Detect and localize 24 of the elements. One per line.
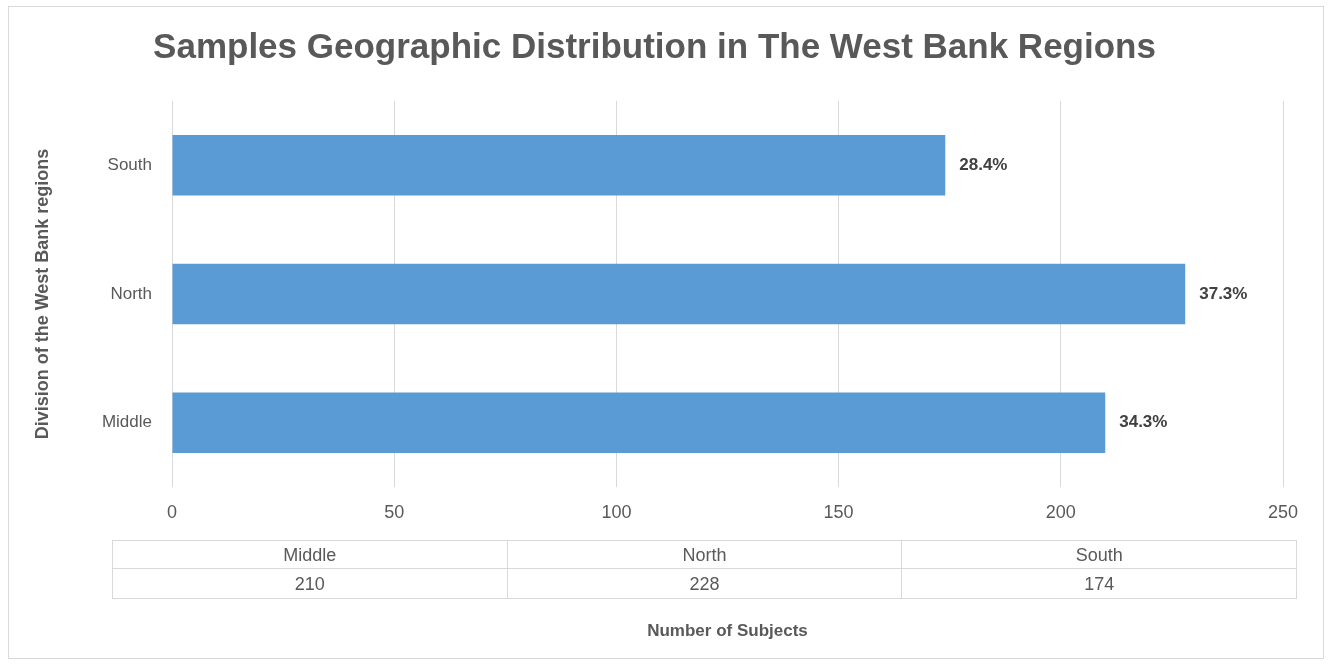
x-tick-label: 200 — [1045, 501, 1076, 522]
category-label: South — [1075, 544, 1123, 565]
data-label: 228 — [689, 573, 720, 594]
y-tick-label: South — [107, 155, 152, 175]
annotation: 34.3% — [1119, 412, 1168, 432]
x-tick-label: 50 — [384, 501, 405, 522]
annotation: 28.4% — [959, 155, 1008, 175]
bar — [172, 263, 1186, 325]
x-tick-label: 0 — [166, 501, 178, 522]
chart-title: Samples Geographic Distribution in The West Bank Regions — [153, 25, 1156, 65]
y-tick-label: North — [110, 283, 152, 303]
x-tick-label: 150 — [823, 501, 854, 522]
x-tick-label: 100 — [601, 501, 632, 522]
y-axis-title: Division of the West Bank regions — [31, 148, 52, 440]
y-tick-label: Middle — [101, 412, 152, 432]
bar — [172, 135, 946, 196]
data-label: 210 — [294, 573, 325, 594]
category-label: North — [682, 544, 727, 565]
annotation: 37.3% — [1199, 283, 1248, 303]
data-label: 174 — [1084, 573, 1115, 594]
x-tick-label: 250 — [1267, 501, 1299, 522]
category-label: Middle — [283, 544, 337, 565]
x-axis-title: Number of Subjects — [647, 621, 808, 641]
bar — [172, 392, 1106, 453]
